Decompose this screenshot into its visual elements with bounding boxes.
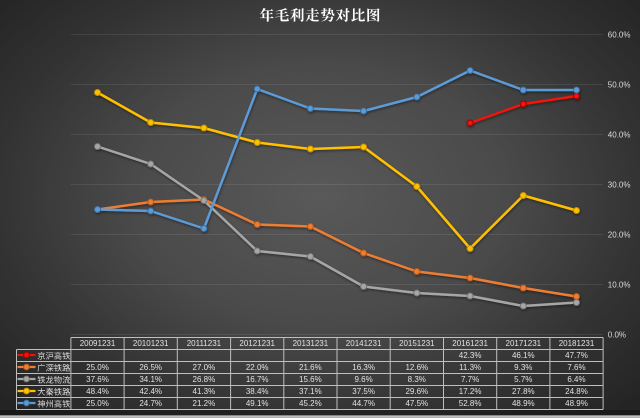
- svg-text:21.6%: 21.6%: [299, 363, 322, 372]
- svg-text:9.3%: 9.3%: [514, 363, 532, 372]
- svg-text:8.3%: 8.3%: [408, 375, 426, 384]
- svg-text:20181231: 20181231: [559, 339, 595, 348]
- svg-text:25.0%: 25.0%: [86, 399, 109, 408]
- svg-text:5.7%: 5.7%: [514, 375, 532, 384]
- svg-text:22.0%: 22.0%: [246, 363, 269, 372]
- svg-text:20151231: 20151231: [399, 339, 435, 348]
- svg-text:21.2%: 21.2%: [193, 399, 216, 408]
- svg-text:52.8%: 52.8%: [459, 399, 482, 408]
- svg-text:37.1%: 37.1%: [299, 387, 322, 396]
- svg-text:16.3%: 16.3%: [352, 363, 375, 372]
- svg-text:20121231: 20121231: [239, 339, 275, 348]
- svg-text:9.6%: 9.6%: [354, 375, 372, 384]
- svg-text:27.8%: 27.8%: [512, 387, 535, 396]
- svg-text:20171231: 20171231: [506, 339, 542, 348]
- svg-text:27.0%: 27.0%: [193, 363, 216, 372]
- svg-text:48.9%: 48.9%: [512, 399, 535, 408]
- svg-text:37.6%: 37.6%: [86, 375, 109, 384]
- svg-text:38.4%: 38.4%: [246, 387, 269, 396]
- svg-text:46.1%: 46.1%: [512, 351, 535, 360]
- svg-text:17.2%: 17.2%: [459, 387, 482, 396]
- svg-text:24.8%: 24.8%: [565, 387, 588, 396]
- svg-text:0.0%: 0.0%: [608, 330, 626, 339]
- svg-text:42.3%: 42.3%: [459, 351, 482, 360]
- svg-text:41.3%: 41.3%: [193, 387, 216, 396]
- svg-text:20111231: 20111231: [187, 339, 222, 348]
- svg-text:48.4%: 48.4%: [86, 387, 109, 396]
- svg-text:7.6%: 7.6%: [567, 363, 585, 372]
- svg-text:29.6%: 29.6%: [405, 387, 428, 396]
- svg-text:30.0%: 30.0%: [608, 180, 631, 189]
- svg-text:50.0%: 50.0%: [608, 80, 631, 89]
- svg-text:25.0%: 25.0%: [86, 363, 109, 372]
- svg-text:20.0%: 20.0%: [608, 230, 631, 239]
- svg-text:40.0%: 40.0%: [608, 130, 631, 139]
- svg-text:37.5%: 37.5%: [352, 387, 375, 396]
- svg-text:44.7%: 44.7%: [352, 399, 375, 408]
- svg-text:48.9%: 48.9%: [565, 399, 588, 408]
- svg-text:47.5%: 47.5%: [405, 399, 428, 408]
- svg-text:15.6%: 15.6%: [299, 375, 322, 384]
- svg-text:20141231: 20141231: [346, 339, 382, 348]
- svg-text:20131231: 20131231: [293, 339, 329, 348]
- svg-text:42.4%: 42.4%: [139, 387, 162, 396]
- svg-text:6.4%: 6.4%: [567, 375, 585, 384]
- svg-text:20101231: 20101231: [133, 339, 169, 348]
- svg-text:47.7%: 47.7%: [565, 351, 588, 360]
- svg-text:16.7%: 16.7%: [246, 375, 269, 384]
- svg-text:26.8%: 26.8%: [193, 375, 216, 384]
- svg-text:20161231: 20161231: [452, 339, 488, 348]
- svg-text:7.7%: 7.7%: [461, 375, 479, 384]
- svg-text:10.0%: 10.0%: [608, 280, 631, 289]
- svg-text:11.3%: 11.3%: [459, 363, 481, 372]
- svg-text:45.2%: 45.2%: [299, 399, 322, 408]
- svg-text:12.6%: 12.6%: [405, 363, 428, 372]
- svg-text:26.5%: 26.5%: [139, 363, 162, 372]
- svg-text:34.1%: 34.1%: [139, 375, 162, 384]
- svg-text:49.1%: 49.1%: [246, 399, 269, 408]
- svg-text:60.0%: 60.0%: [608, 30, 631, 39]
- svg-text:24.7%: 24.7%: [139, 399, 162, 408]
- svg-text:20091231: 20091231: [80, 339, 116, 348]
